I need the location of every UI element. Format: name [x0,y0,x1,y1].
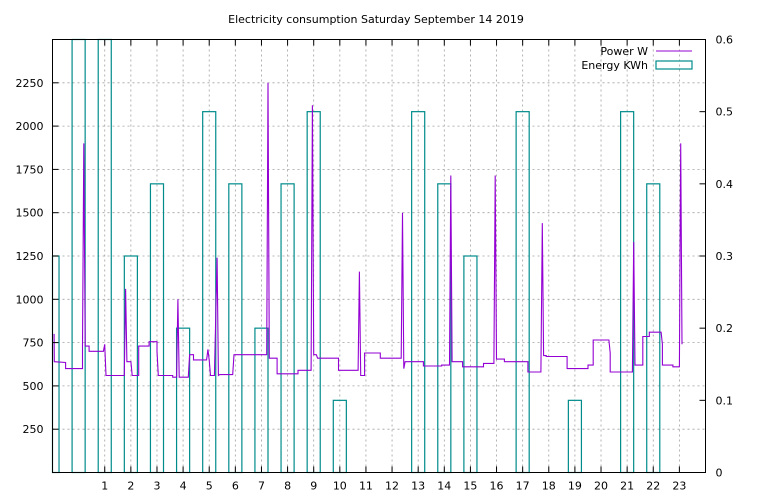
y-tick-label: 500 [23,380,44,393]
x-tick-label: 9 [310,480,317,493]
energy-box [149,183,165,474]
x-tick-label: 4 [180,480,187,493]
y2-tick-label: 0.6 [716,34,734,47]
x-tick-label: 16 [490,480,504,493]
legend-label: Energy KWh [581,59,648,72]
x-tick-label: 1 [101,480,108,493]
y2-tick-label: 0.4 [716,178,734,191]
y-tick-label: 1750 [16,163,44,176]
x-tick-label: 14 [437,480,451,493]
y-tick-label: 250 [23,423,44,436]
x-tick-label: 19 [568,480,582,493]
chart-title: Electricity consumption Saturday Septemb… [228,13,524,26]
x-tick-label: 18 [542,480,556,493]
legend-label: Power W [600,45,648,58]
x-tick-label: 6 [232,480,239,493]
energy-box [228,183,243,474]
y2-tick-label: 0.2 [716,322,734,335]
x-tick-label: 17 [516,480,530,493]
y-tick-label: 1250 [16,250,44,263]
y-tick-label: 1500 [16,207,44,220]
x-tick-label: 23 [672,480,686,493]
x-tick-label: 2 [127,480,134,493]
y-tick-label: 1000 [16,293,44,306]
x-tick-label: 7 [258,480,265,493]
y-tick-label: 2250 [16,77,44,90]
x-tick-label: 3 [153,480,160,493]
x-tick-label: 10 [333,480,347,493]
y2-tick-label: 0.1 [716,394,734,407]
power-line [53,82,683,378]
x-tick-label: 21 [620,480,634,493]
y-tick-label: 750 [23,337,44,350]
y2-tick-label: 0.5 [716,106,734,119]
x-tick-label: 22 [646,480,660,493]
x-tick-label: 11 [359,480,373,493]
x-tick-label: 8 [284,480,291,493]
x-tick-label: 12 [385,480,399,493]
x-tick-label: 5 [206,480,213,493]
x-tick-label: 20 [594,480,608,493]
legend-box-swatch [655,60,693,70]
x-tick-label: 15 [463,480,477,493]
energy-box [51,255,60,474]
y2-tick-label: 0.3 [716,250,734,263]
x-tick-label: 13 [411,480,425,493]
axis-ticks: 1 2 3 4 5 6 7 8 9 10 11 12 13 14 15 16 17 18 19 20 21 22 23250… [16,34,734,493]
power-line-group [53,82,683,378]
y-tick-label: 2000 [16,120,44,133]
y2-tick-label: 0 [716,467,723,480]
